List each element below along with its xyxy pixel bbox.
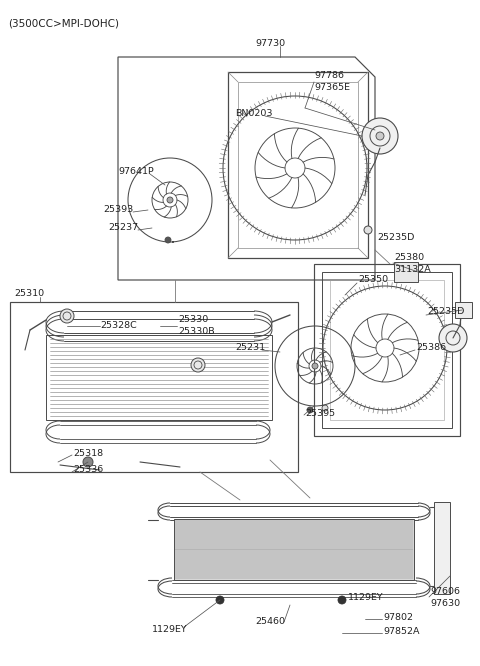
Circle shape <box>83 457 93 467</box>
Bar <box>330 280 444 420</box>
Text: 97730: 97730 <box>255 39 285 47</box>
Text: 25235D: 25235D <box>377 234 414 242</box>
Text: BN0203: BN0203 <box>235 109 273 117</box>
Text: 97641P: 97641P <box>118 166 154 176</box>
Text: 25350: 25350 <box>358 276 388 284</box>
Circle shape <box>191 358 205 372</box>
Text: 25330: 25330 <box>178 316 208 324</box>
Text: 97852A: 97852A <box>383 627 420 637</box>
Text: 25336: 25336 <box>73 466 103 474</box>
Circle shape <box>322 405 328 411</box>
Text: 25330B: 25330B <box>178 328 215 336</box>
Bar <box>10 302 298 472</box>
Circle shape <box>338 596 346 604</box>
Text: 25386: 25386 <box>416 344 446 352</box>
Text: 1129EY: 1129EY <box>152 625 188 635</box>
Text: 25328C: 25328C <box>100 320 137 330</box>
Text: 97802: 97802 <box>383 613 413 623</box>
Text: 25395: 25395 <box>305 408 335 418</box>
Text: •: • <box>171 240 175 246</box>
Bar <box>322 272 452 428</box>
Text: 25460: 25460 <box>255 617 285 627</box>
Circle shape <box>376 132 384 140</box>
Bar <box>238 82 358 248</box>
Bar <box>434 502 450 594</box>
Circle shape <box>165 237 171 243</box>
Bar <box>394 262 418 282</box>
Text: 25237: 25237 <box>108 224 138 232</box>
Circle shape <box>362 118 398 154</box>
Text: 97786: 97786 <box>314 71 344 81</box>
Text: 31132A: 31132A <box>394 266 431 274</box>
Bar <box>46 335 272 420</box>
Circle shape <box>167 197 173 203</box>
Text: 97630: 97630 <box>430 599 460 607</box>
Bar <box>455 302 472 318</box>
Circle shape <box>364 226 372 234</box>
Circle shape <box>216 596 224 604</box>
Text: 25310: 25310 <box>14 290 44 298</box>
Bar <box>314 264 460 436</box>
Circle shape <box>60 309 74 323</box>
Bar <box>228 72 368 258</box>
Text: 25235D: 25235D <box>427 308 464 316</box>
Circle shape <box>439 324 467 352</box>
Text: 25318: 25318 <box>73 448 103 458</box>
Text: (3500CC>MPI-DOHC): (3500CC>MPI-DOHC) <box>8 18 119 28</box>
Text: 25393: 25393 <box>103 206 133 214</box>
Text: 97606: 97606 <box>430 587 460 595</box>
Text: 97365E: 97365E <box>314 83 350 93</box>
Text: 1129EY: 1129EY <box>348 593 384 601</box>
Text: 25231: 25231 <box>235 344 265 352</box>
Circle shape <box>312 363 318 369</box>
Text: 25380: 25380 <box>394 252 424 262</box>
Circle shape <box>307 407 313 413</box>
Bar <box>174 519 414 580</box>
